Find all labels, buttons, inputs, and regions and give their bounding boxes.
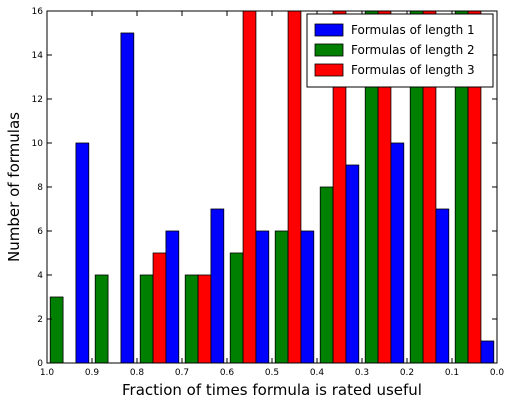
legend-swatch xyxy=(314,43,344,57)
y-axis-label: Number of formulas xyxy=(5,112,23,262)
bar-formulas-of-length-1-bin-0 xyxy=(75,142,90,364)
bar-formulas-of-length-2-bin-0 xyxy=(49,296,64,364)
x-tick-label: 0.5 xyxy=(265,368,279,378)
x-axis-label: Fraction of times formula is rated usefu… xyxy=(122,381,422,399)
bar-formulas-of-length-1-bin-8 xyxy=(435,208,450,364)
x-tick-label: 1.0 xyxy=(40,368,55,378)
bar-formulas-of-length-3-bin-2 xyxy=(152,252,167,364)
legend-swatch xyxy=(314,63,344,77)
x-tick-label: 0.3 xyxy=(355,368,369,378)
bar-formulas-of-length-1-bin-4 xyxy=(255,230,270,364)
x-tick-label: 0.0 xyxy=(490,368,505,378)
y-tick-label: 0 xyxy=(37,359,43,369)
x-tick-label: 0.9 xyxy=(85,368,100,378)
bar-formulas-of-length-1-bin-9 xyxy=(480,340,495,364)
y-tick-label: 14 xyxy=(32,51,44,61)
bar-formulas-of-length-3-bin-3 xyxy=(197,274,212,364)
bar-formulas-of-length-1-bin-6 xyxy=(345,164,360,364)
legend-entry-label: Formulas of length 3 xyxy=(351,63,475,77)
bar-formulas-of-length-1-bin-2 xyxy=(165,230,180,364)
bar-formulas-of-length-2-bin-2 xyxy=(139,274,154,364)
bar-formulas-of-length-1-bin-5 xyxy=(300,230,315,364)
bar-formulas-of-length-1-bin-7 xyxy=(390,142,405,364)
bar-formulas-of-length-3-bin-5 xyxy=(287,10,302,364)
legend-swatch xyxy=(314,23,344,37)
bars-layer xyxy=(49,10,495,364)
bar-formulas-of-length-2-bin-4 xyxy=(229,252,244,364)
y-tick-label: 2 xyxy=(37,315,43,325)
x-tick-label: 0.8 xyxy=(130,368,145,378)
x-tick-label: 0.2 xyxy=(400,368,414,378)
bar-formulas-of-length-1-bin-3 xyxy=(210,208,225,364)
legend: Formulas of length 1 Formulas of length 2… xyxy=(306,13,494,88)
y-tick-label: 12 xyxy=(32,95,43,105)
ticks-layer: 1.0 0.9 0.8 0.7 0.6 0.5 0.4 0.3 0.2 0.1 0.0 0 2 4 6 8 10… xyxy=(32,7,505,378)
legend-entry-label: Formulas of length 1 xyxy=(351,23,475,37)
y-tick-label: 10 xyxy=(32,139,44,149)
y-tick-label: 4 xyxy=(37,271,43,281)
x-tick-label: 0.7 xyxy=(175,368,189,378)
bar-formulas-of-length-2-bin-1 xyxy=(94,274,109,364)
bar-formulas-of-length-3-bin-4 xyxy=(242,10,257,364)
bar-formulas-of-length-2-bin-6 xyxy=(319,186,334,364)
bar-formulas-of-length-2-bin-5 xyxy=(274,230,289,364)
y-tick-label: 8 xyxy=(37,183,43,193)
x-tick-label: 0.1 xyxy=(445,368,459,378)
y-tick-label: 6 xyxy=(37,227,43,237)
bar-formulas-of-length-2-bin-3 xyxy=(184,274,199,364)
x-tick-label: 0.4 xyxy=(310,368,325,378)
x-tick-label: 0.6 xyxy=(220,368,235,378)
legend-entry-label: Formulas of length 2 xyxy=(351,43,475,57)
y-tick-label: 16 xyxy=(32,7,44,17)
bar-formulas-of-length-1-bin-1 xyxy=(120,32,135,364)
